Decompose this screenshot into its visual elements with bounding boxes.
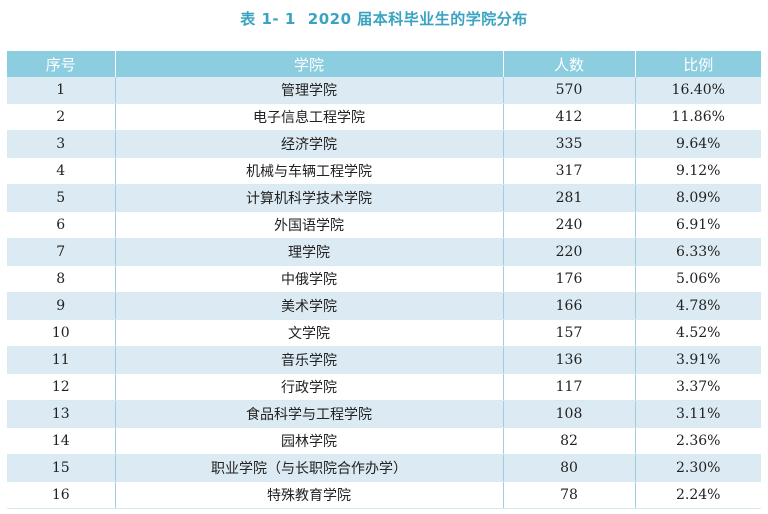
table-row: 16 特殊教育学院 78 2.24% (7, 481, 761, 509)
table-row: 15 职业学院（与长职院合作办学） 80 2.30% (7, 454, 761, 482)
student-count-cell: 570 (502, 77, 635, 104)
ratio-cell: 3.91% (634, 346, 761, 374)
student-count-cell: 412 (502, 103, 635, 131)
caption-label: 表 1- 1 (240, 10, 296, 28)
school-name-cell: 音乐学院 (114, 346, 503, 374)
table-body: 1 管理学院 570 16.40% 2 电子信息工程学院 412 11.86% 3 经济学院 335… (7, 77, 761, 509)
row-number-cell: 3 (7, 130, 115, 158)
student-count-cell: 166 (502, 292, 635, 320)
ratio-cell: 9.12% (634, 157, 761, 185)
row-number-cell: 7 (7, 238, 115, 266)
row-number-cell: 13 (7, 400, 115, 428)
table-row: 11 音乐学院 136 3.91% (7, 346, 761, 374)
table-row: 13 食品科学与工程学院 108 3.11% (7, 400, 761, 428)
school-name-cell: 机械与车辆工程学院 (114, 157, 503, 185)
table-header-row: 序号 学院 人数 比例 (7, 51, 761, 77)
ratio-cell: 2.30% (634, 454, 761, 482)
table-row: 2 电子信息工程学院 412 11.86% (7, 103, 761, 131)
school-name-cell: 管理学院 (114, 77, 503, 104)
table-row: 9 美术学院 166 4.78% (7, 292, 761, 320)
ratio-cell: 2.36% (634, 427, 761, 455)
school-name-cell: 美术学院 (114, 292, 503, 320)
header-no: 序号 (7, 51, 115, 77)
table-row: 1 管理学院 570 16.40% (7, 77, 761, 104)
student-count-cell: 78 (502, 481, 635, 509)
school-name-cell: 园林学院 (114, 427, 503, 455)
student-count-cell: 240 (502, 211, 635, 239)
row-number-cell: 12 (7, 373, 115, 401)
ratio-cell: 11.86% (634, 103, 761, 131)
header-school: 学院 (114, 51, 503, 77)
school-name-cell: 行政学院 (114, 373, 503, 401)
table-row: 5 计算机科学技术学院 281 8.09% (7, 184, 761, 212)
row-number-cell: 16 (7, 481, 115, 509)
row-number-cell: 1 (7, 77, 115, 104)
student-count-cell: 117 (502, 373, 635, 401)
ratio-cell: 3.11% (634, 400, 761, 428)
table-row: 14 园林学院 82 2.36% (7, 427, 761, 455)
school-name-cell: 食品科学与工程学院 (114, 400, 503, 428)
table-row: 6 外国语学院 240 6.91% (7, 211, 761, 239)
row-number-cell: 10 (7, 319, 115, 347)
ratio-cell: 16.40% (634, 77, 761, 104)
table-row: 10 文学院 157 4.52% (7, 319, 761, 347)
school-name-cell: 中俄学院 (114, 265, 503, 293)
ratio-cell: 9.64% (634, 130, 761, 158)
ratio-cell: 6.33% (634, 238, 761, 266)
row-number-cell: 6 (7, 211, 115, 239)
row-number-cell: 4 (7, 157, 115, 185)
student-count-cell: 335 (502, 130, 635, 158)
student-count-cell: 82 (502, 427, 635, 455)
table-row: 4 机械与车辆工程学院 317 9.12% (7, 157, 761, 185)
student-count-cell: 281 (502, 184, 635, 212)
ratio-cell: 6.91% (634, 211, 761, 239)
school-name-cell: 职业学院（与长职院合作办学） (114, 454, 503, 482)
student-count-cell: 136 (502, 346, 635, 374)
student-count-cell: 80 (502, 454, 635, 482)
header-ratio: 比例 (634, 51, 761, 77)
ratio-cell: 8.09% (634, 184, 761, 212)
school-name-cell: 特殊教育学院 (114, 481, 503, 509)
row-number-cell: 2 (7, 103, 115, 131)
header-count: 人数 (502, 51, 635, 77)
school-name-cell: 外国语学院 (114, 211, 503, 239)
table-caption: 表 1- 1 2020 届本科毕业生的学院分布 (0, 6, 768, 32)
row-number-cell: 8 (7, 265, 115, 293)
student-count-cell: 157 (502, 319, 635, 347)
row-number-cell: 9 (7, 292, 115, 320)
ratio-cell: 4.52% (634, 319, 761, 347)
table-row: 8 中俄学院 176 5.06% (7, 265, 761, 293)
student-count-cell: 317 (502, 157, 635, 185)
graduates-by-school-table: 序号 学院 人数 比例 1 管理学院 570 16.40% 2 电子信息工程学院 412 11… (7, 51, 761, 509)
table-row: 12 行政学院 117 3.37% (7, 373, 761, 401)
school-name-cell: 经济学院 (114, 130, 503, 158)
row-number-cell: 5 (7, 184, 115, 212)
ratio-cell: 4.78% (634, 292, 761, 320)
student-count-cell: 108 (502, 400, 635, 428)
ratio-cell: 3.37% (634, 373, 761, 401)
student-count-cell: 220 (502, 238, 635, 266)
school-name-cell: 理学院 (114, 238, 503, 266)
row-number-cell: 14 (7, 427, 115, 455)
ratio-cell: 5.06% (634, 265, 761, 293)
row-number-cell: 15 (7, 454, 115, 482)
school-name-cell: 电子信息工程学院 (114, 103, 503, 131)
school-name-cell: 文学院 (114, 319, 503, 347)
student-count-cell: 176 (502, 265, 635, 293)
row-number-cell: 11 (7, 346, 115, 374)
school-name-cell: 计算机科学技术学院 (114, 184, 503, 212)
table-row: 7 理学院 220 6.33% (7, 238, 761, 266)
table-row: 3 经济学院 335 9.64% (7, 130, 761, 158)
ratio-cell: 2.24% (634, 481, 761, 509)
caption-title: 2020 届本科毕业生的学院分布 (307, 10, 528, 28)
